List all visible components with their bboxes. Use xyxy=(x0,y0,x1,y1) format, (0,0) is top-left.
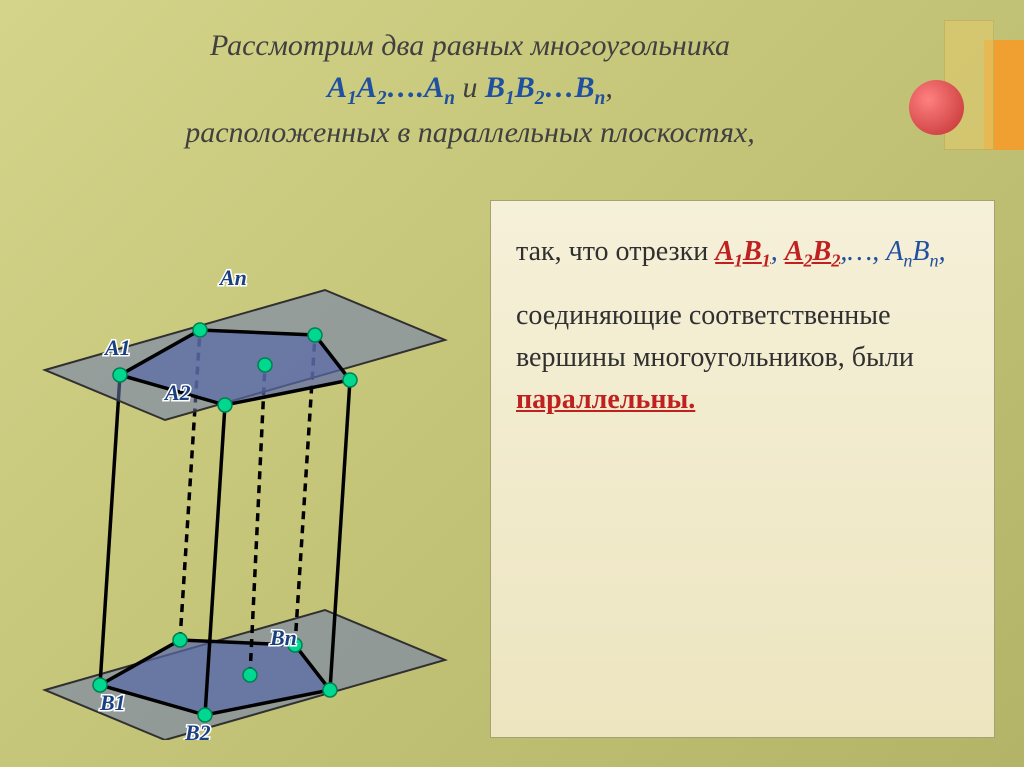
vertex-dot xyxy=(343,373,357,387)
vertex-dot xyxy=(193,323,207,337)
segments-list: А1В1, А2В2,…, АnВn, xyxy=(715,236,945,267)
paragraph-2: соединяющие соответственные вершины мног… xyxy=(516,295,969,421)
title-line3: расположенных в параллельных плоскостях, xyxy=(185,116,755,149)
label-An: Аn xyxy=(218,265,247,290)
label-A1: А1 xyxy=(103,335,131,360)
center-top-vertex xyxy=(258,358,272,372)
explanation-box: так, что отрезки А1В1, А2В2,…, АnВn, сое… xyxy=(490,200,995,738)
paragraph-1: так, что отрезки А1В1, А2В2,…, АnВn, xyxy=(516,231,969,275)
vertex-dot xyxy=(173,633,187,647)
edge-front-1 xyxy=(100,375,120,685)
title-poly-A: А1А2….Аn xyxy=(327,71,462,104)
deco-red-circle xyxy=(909,80,964,135)
slide-title: Рассмотрим два равных многоугольника А1А… xyxy=(60,25,880,154)
title-line1: Рассмотрим два равных многоугольника xyxy=(210,29,730,62)
center-bottom-vertex xyxy=(243,668,257,682)
vertex-dot xyxy=(323,683,337,697)
prism-svg: Аn А1 А2 Вn В1 В2 xyxy=(25,230,455,740)
prism-diagram: Аn А1 А2 Вn В1 В2 xyxy=(25,230,455,740)
corner-decoration xyxy=(904,20,1024,150)
label-A2: А2 xyxy=(163,380,191,405)
label-Bn: Вn xyxy=(269,625,297,650)
title-poly-B: В1В2…Вn xyxy=(485,71,605,104)
label-B2: В2 xyxy=(184,720,211,740)
parallel-word: параллельны. xyxy=(516,384,695,415)
vertex-dot xyxy=(308,328,322,342)
label-B1: В1 xyxy=(99,690,126,715)
vertex-dot xyxy=(218,398,232,412)
vertex-dot xyxy=(113,368,127,382)
